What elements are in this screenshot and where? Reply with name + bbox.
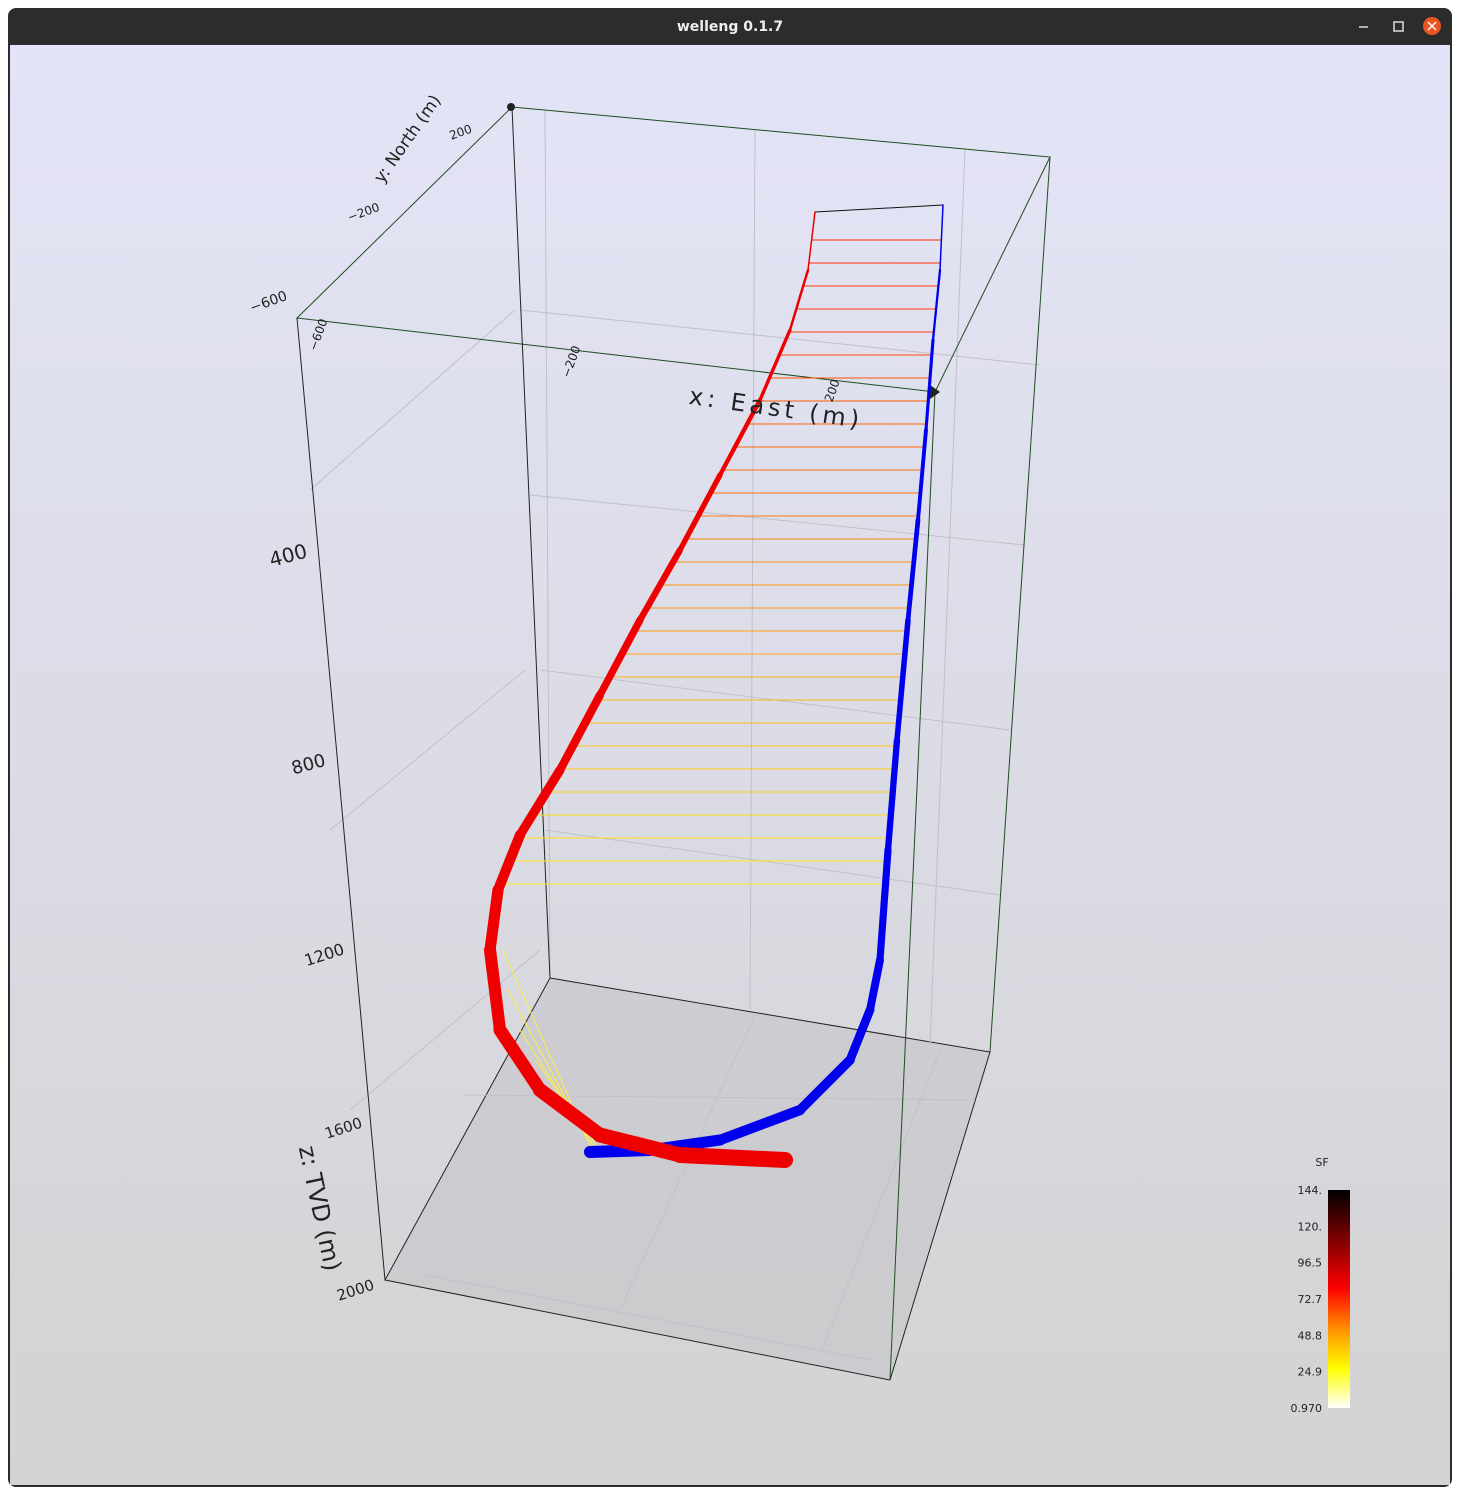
colorbar-label: 120. xyxy=(1298,1220,1323,1233)
offset-well xyxy=(532,1082,608,1143)
colorbar-gradient xyxy=(1328,1190,1350,1408)
reference-well xyxy=(916,428,928,522)
reference-well xyxy=(845,1005,875,1065)
offset-well xyxy=(677,472,723,553)
offset-well xyxy=(672,1147,793,1168)
reference-well xyxy=(876,846,892,964)
colorbar-label: 96.5 xyxy=(1298,1257,1323,1270)
colorbar: SF 144. 120. 96.5 72.7 48.8 24.9 0.970 xyxy=(1291,1156,1350,1415)
top-link xyxy=(814,204,944,213)
offset-well xyxy=(636,546,684,624)
reference-well xyxy=(714,1104,806,1146)
colorbar-title: SF xyxy=(1315,1156,1328,1169)
offset-well xyxy=(493,1023,547,1097)
reference-well xyxy=(905,517,921,623)
colorbar-label: 24.9 xyxy=(1298,1366,1323,1379)
offset-well xyxy=(484,884,504,956)
offset-well xyxy=(758,328,792,402)
colorbar-label: 144. xyxy=(1298,1184,1323,1197)
reference-well xyxy=(939,204,944,271)
reference-well xyxy=(924,338,935,432)
offset-well xyxy=(555,690,605,775)
offset-well xyxy=(717,397,763,478)
window-title: welleng 0.1.7 xyxy=(677,19,783,35)
offset-well xyxy=(515,765,565,840)
offset-well xyxy=(596,616,644,699)
offset-well xyxy=(807,211,816,271)
wellbores xyxy=(483,204,944,1168)
colorbar-label: 72.7 xyxy=(1298,1293,1323,1306)
reference-well xyxy=(931,268,942,342)
offset-well xyxy=(483,943,507,1037)
reference-well xyxy=(894,617,911,743)
reference-well xyxy=(795,1055,855,1115)
maximize-button[interactable] xyxy=(1393,21,1404,32)
offset-well xyxy=(492,829,526,896)
offset-well xyxy=(788,268,810,332)
colorbar-label: 0.970 xyxy=(1291,1402,1323,1415)
offset-well xyxy=(592,1127,688,1163)
close-button[interactable] xyxy=(1423,17,1441,35)
reference-well xyxy=(884,736,901,854)
colorbar-label: 48.8 xyxy=(1298,1329,1323,1342)
reference-well xyxy=(866,956,884,1014)
